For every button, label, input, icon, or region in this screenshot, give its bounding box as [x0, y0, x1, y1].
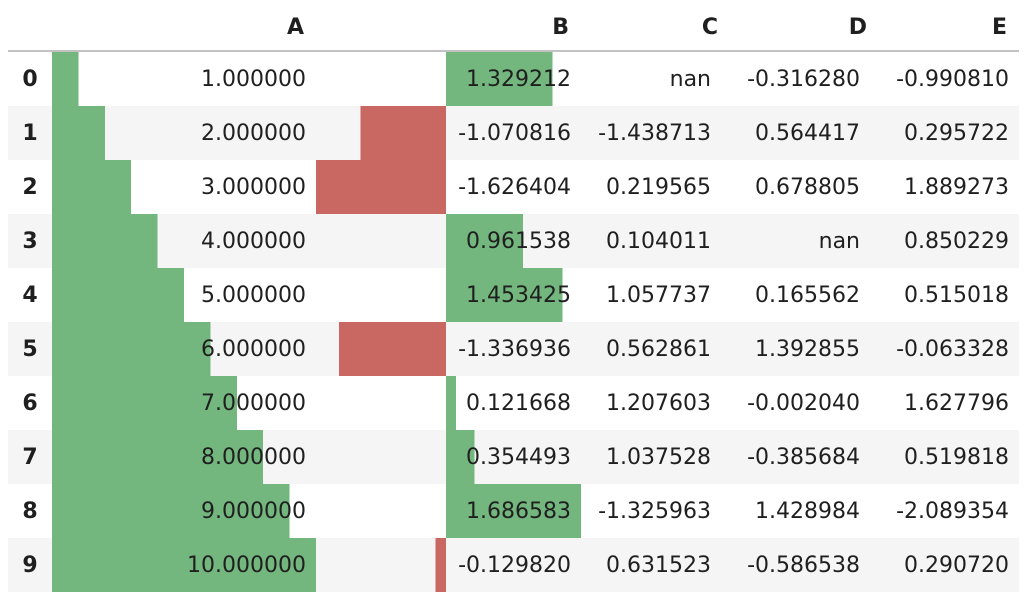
cell-B-4: 1.453425	[316, 268, 581, 322]
row-index: 8	[8, 484, 52, 538]
col-header-B: B	[316, 4, 581, 52]
cell-A-8: 9.000000	[52, 484, 316, 538]
cell-D-2: 0.678805	[730, 160, 879, 214]
table-row: 3 4.000000 0.961538 0.104011 nan 0.850229	[8, 214, 1019, 268]
cell-C-8: -1.325963	[581, 484, 730, 538]
cell-B-6: 0.121668	[316, 376, 581, 430]
cell-B-7: 0.354493	[316, 430, 581, 484]
cell-B-8: 1.686583	[316, 484, 581, 538]
cell-C-9: 0.631523	[581, 538, 730, 592]
cell-A-3: 4.000000	[52, 214, 316, 268]
row-index: 0	[8, 51, 52, 106]
table-row: 5 6.000000 -1.336936 0.562861 1.392855 -0.063…	[8, 322, 1019, 376]
cell-A-2: 3.000000	[52, 160, 316, 214]
index-corner	[8, 4, 52, 52]
table-row: 6 7.000000 0.121668 1.207603 -0.002040 1.6277…	[8, 376, 1019, 430]
cell-E-3: 0.850229	[879, 214, 1019, 268]
cell-D-1: 0.564417	[730, 106, 879, 160]
cell-B-3: 0.961538	[316, 214, 581, 268]
row-index: 4	[8, 268, 52, 322]
cell-E-1: 0.295722	[879, 106, 1019, 160]
cell-A-6: 7.000000	[52, 376, 316, 430]
cell-E-5: -0.063328	[879, 322, 1019, 376]
cell-E-0: -0.990810	[879, 51, 1019, 106]
cell-D-8: 1.428984	[730, 484, 879, 538]
table-row: 2 3.000000 -1.626404 0.219565 0.678805 1.8892…	[8, 160, 1019, 214]
cell-B-9: -0.129820	[316, 538, 581, 592]
cell-C-6: 1.207603	[581, 376, 730, 430]
cell-E-9: 0.290720	[879, 538, 1019, 592]
row-index: 7	[8, 430, 52, 484]
table-row: 0 1.000000 1.329212 nan -0.316280 -0.990810	[8, 51, 1019, 106]
row-index: 2	[8, 160, 52, 214]
table-row: 7 8.000000 0.354493 1.037528 -0.385684 0.5198…	[8, 430, 1019, 484]
col-header-D: D	[730, 4, 879, 52]
row-index: 5	[8, 322, 52, 376]
cell-B-2: -1.626404	[316, 160, 581, 214]
cell-D-5: 1.392855	[730, 322, 879, 376]
cell-E-6: 1.627796	[879, 376, 1019, 430]
cell-D-7: -0.385684	[730, 430, 879, 484]
table-body: 0 1.000000 1.329212 nan -0.316280 -0.990810 1 2…	[8, 51, 1019, 592]
cell-D-0: -0.316280	[730, 51, 879, 106]
cell-E-4: 0.515018	[879, 268, 1019, 322]
cell-A-4: 5.000000	[52, 268, 316, 322]
cell-C-0: nan	[581, 51, 730, 106]
cell-B-5: -1.336936	[316, 322, 581, 376]
cell-B-0: 1.329212	[316, 51, 581, 106]
cell-B-1: -1.070816	[316, 106, 581, 160]
cell-D-3: nan	[730, 214, 879, 268]
cell-C-2: 0.219565	[581, 160, 730, 214]
row-index: 6	[8, 376, 52, 430]
cell-A-1: 2.000000	[52, 106, 316, 160]
row-index: 3	[8, 214, 52, 268]
cell-C-5: 0.562861	[581, 322, 730, 376]
cell-C-1: -1.438713	[581, 106, 730, 160]
cell-C-7: 1.037528	[581, 430, 730, 484]
cell-A-9: 10.000000	[52, 538, 316, 592]
cell-D-6: -0.002040	[730, 376, 879, 430]
col-header-E: E	[879, 4, 1019, 52]
row-index: 9	[8, 538, 52, 592]
col-header-C: C	[581, 4, 730, 52]
cell-C-3: 0.104011	[581, 214, 730, 268]
cell-D-9: -0.586538	[730, 538, 879, 592]
cell-E-2: 1.889273	[879, 160, 1019, 214]
table-row: 9 10.000000 -0.129820 0.631523 -0.586538 0.29…	[8, 538, 1019, 592]
table-row: 1 2.000000 -1.070816 -1.438713 0.564417 0.295…	[8, 106, 1019, 160]
table-row: 8 9.000000 1.686583 -1.325963 1.428984 -2.089…	[8, 484, 1019, 538]
cell-A-0: 1.000000	[52, 51, 316, 106]
cell-C-4: 1.057737	[581, 268, 730, 322]
cell-A-7: 8.000000	[52, 430, 316, 484]
cell-E-8: -2.089354	[879, 484, 1019, 538]
table-row: 4 5.000000 1.453425 1.057737 0.165562 0.51501…	[8, 268, 1019, 322]
cell-E-7: 0.519818	[879, 430, 1019, 484]
row-index: 1	[8, 106, 52, 160]
cell-A-5: 6.000000	[52, 322, 316, 376]
cell-D-4: 0.165562	[730, 268, 879, 322]
col-header-A: A	[52, 4, 316, 52]
